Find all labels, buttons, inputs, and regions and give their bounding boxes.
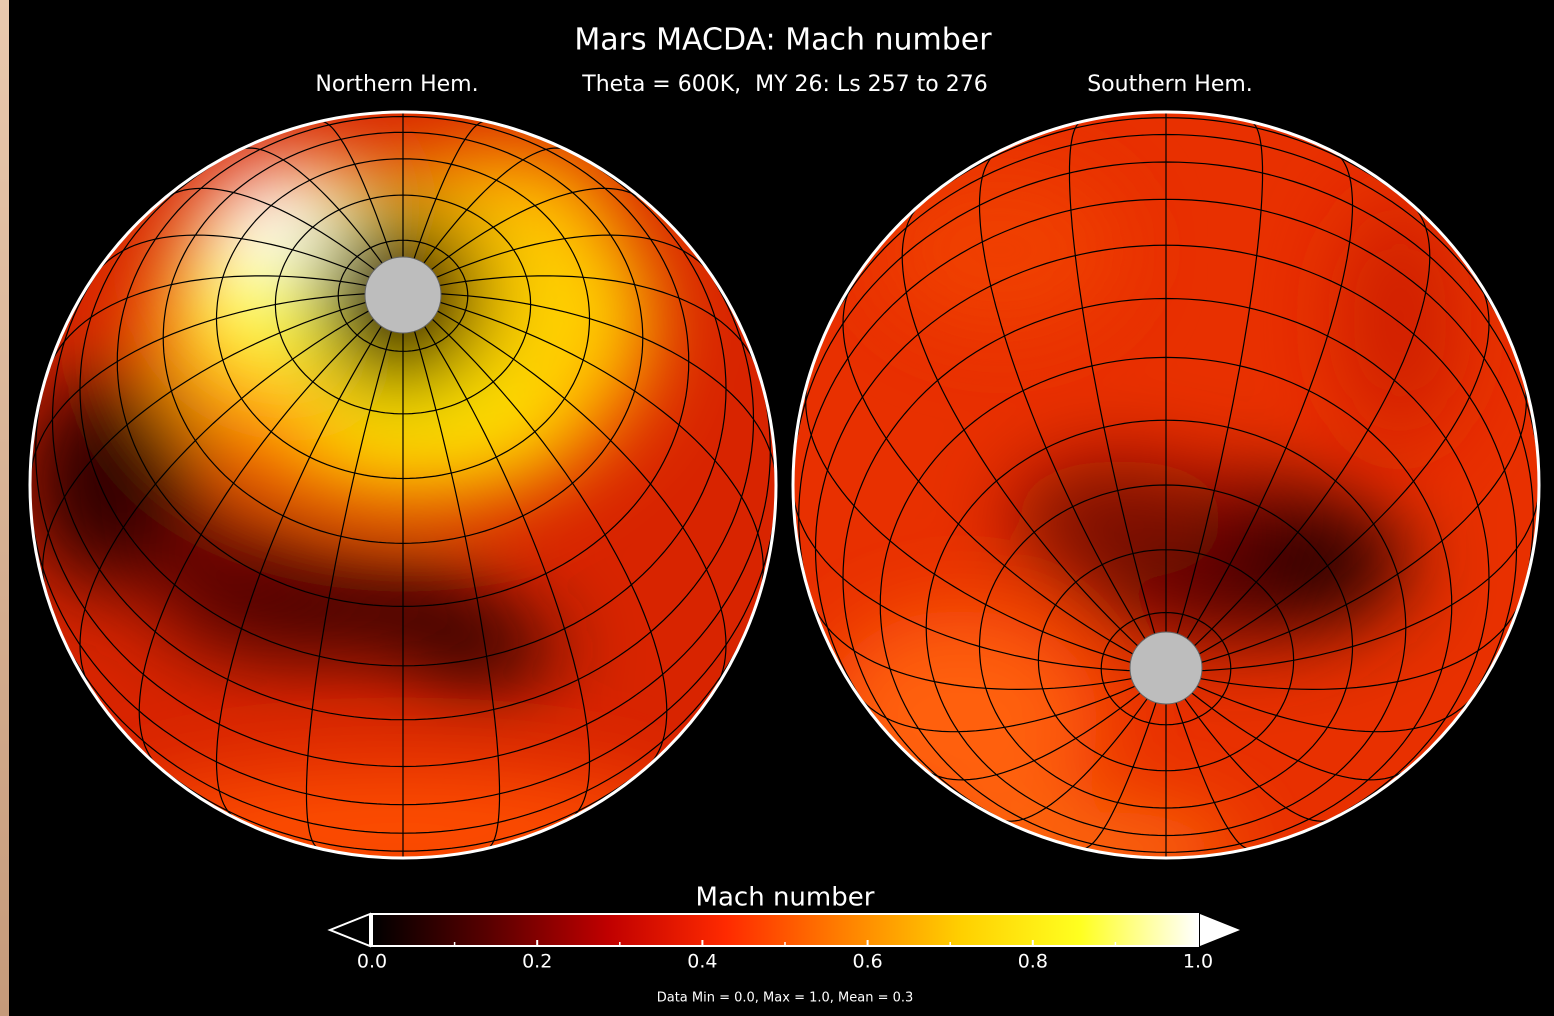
tick-label: 0.6 bbox=[852, 951, 882, 973]
tick-label: 0.8 bbox=[1018, 951, 1048, 973]
southern-label: Southern Hem. bbox=[1087, 72, 1253, 97]
tick-label: 0.0 bbox=[357, 951, 387, 973]
colorbar-label: Mach number bbox=[696, 883, 875, 913]
data-stats: Data Min = 0.0, Max = 1.0, Mean = 0.3 bbox=[657, 991, 914, 1006]
tick-label: 0.4 bbox=[687, 951, 717, 973]
tick-label: 0.2 bbox=[522, 951, 552, 973]
title: Mars MACDA: Mach number bbox=[574, 23, 992, 58]
figure: Mars MACDA: Mach number Northern Hem. Th… bbox=[0, 0, 1554, 1016]
tick-label: 1.0 bbox=[1183, 951, 1213, 973]
subtitle: Theta = 600K, MY 26: Ls 257 to 276 bbox=[581, 72, 987, 97]
colorbar bbox=[372, 914, 1198, 946]
window-edge bbox=[0, 0, 9, 1016]
northern-label: Northern Hem. bbox=[315, 72, 478, 97]
